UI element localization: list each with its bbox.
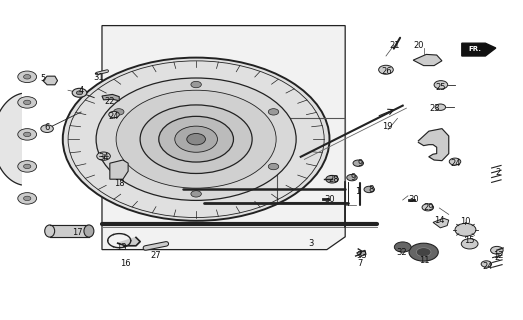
Polygon shape [418, 129, 449, 161]
Circle shape [326, 175, 338, 183]
Text: 21: 21 [390, 41, 400, 50]
Text: 7: 7 [357, 259, 362, 268]
Text: 9: 9 [350, 173, 356, 182]
Text: 6: 6 [44, 124, 50, 132]
Text: 27: 27 [151, 251, 161, 260]
Circle shape [187, 133, 206, 145]
Polygon shape [102, 26, 345, 250]
Text: 32: 32 [396, 248, 407, 257]
Circle shape [18, 129, 37, 140]
Circle shape [268, 109, 279, 115]
Text: 5: 5 [41, 74, 46, 83]
Circle shape [18, 97, 37, 108]
Ellipse shape [45, 225, 55, 237]
Text: 15: 15 [464, 236, 475, 245]
Text: 11: 11 [419, 256, 430, 265]
Circle shape [491, 246, 503, 254]
Text: 4: 4 [78, 86, 84, 95]
Circle shape [379, 65, 393, 74]
Text: 24: 24 [451, 159, 461, 168]
Circle shape [140, 105, 252, 173]
Text: 18: 18 [114, 179, 124, 188]
Circle shape [455, 223, 476, 236]
Circle shape [481, 261, 492, 267]
Circle shape [191, 191, 201, 197]
Polygon shape [433, 218, 449, 228]
Circle shape [97, 152, 110, 160]
Text: 12: 12 [493, 252, 503, 260]
Circle shape [268, 163, 279, 170]
Text: 30: 30 [324, 195, 335, 204]
Text: 22: 22 [105, 97, 115, 106]
Circle shape [24, 75, 31, 79]
Polygon shape [462, 43, 496, 56]
Circle shape [63, 58, 329, 221]
Circle shape [41, 125, 53, 132]
Circle shape [353, 160, 363, 166]
Circle shape [109, 111, 119, 118]
Circle shape [113, 163, 124, 170]
Circle shape [116, 90, 276, 188]
Polygon shape [357, 250, 366, 257]
Text: 34: 34 [98, 153, 109, 162]
Text: 1: 1 [355, 188, 360, 196]
Circle shape [24, 132, 31, 137]
Circle shape [113, 109, 124, 115]
Polygon shape [413, 54, 442, 66]
Circle shape [76, 91, 83, 95]
Polygon shape [102, 94, 119, 101]
Text: 30: 30 [408, 196, 418, 204]
Text: 26: 26 [382, 67, 392, 76]
Text: 29: 29 [424, 203, 434, 212]
Ellipse shape [84, 225, 94, 237]
Polygon shape [110, 160, 128, 179]
Text: 24: 24 [482, 262, 493, 271]
Circle shape [416, 248, 431, 257]
Circle shape [175, 126, 218, 152]
Text: 23: 23 [430, 104, 440, 113]
Circle shape [461, 239, 478, 249]
Circle shape [24, 100, 31, 105]
Circle shape [72, 88, 87, 97]
Polygon shape [118, 237, 140, 246]
Circle shape [24, 164, 31, 169]
Text: 24: 24 [109, 112, 119, 121]
Polygon shape [43, 76, 58, 85]
Circle shape [191, 81, 201, 88]
Text: FR.: FR. [469, 46, 482, 52]
Polygon shape [0, 93, 21, 185]
Circle shape [18, 193, 37, 204]
Text: 10: 10 [460, 217, 471, 226]
Text: 25: 25 [436, 83, 446, 92]
Text: 16: 16 [120, 259, 131, 268]
Text: 13: 13 [116, 243, 127, 252]
Circle shape [347, 174, 357, 181]
Text: 20: 20 [413, 41, 424, 50]
Polygon shape [50, 225, 89, 237]
Circle shape [422, 204, 434, 211]
Circle shape [435, 104, 446, 110]
Bar [277, 118, 345, 202]
Circle shape [18, 71, 37, 83]
Text: 17: 17 [72, 228, 83, 237]
Text: 2: 2 [494, 253, 499, 262]
Circle shape [96, 78, 296, 200]
Text: 33: 33 [357, 251, 367, 260]
Circle shape [434, 81, 448, 89]
Text: 2: 2 [495, 168, 501, 177]
Text: 19: 19 [382, 122, 392, 131]
Circle shape [449, 158, 461, 165]
Text: 28: 28 [328, 175, 339, 184]
Circle shape [364, 186, 374, 193]
Text: 31: 31 [93, 73, 104, 82]
Circle shape [409, 243, 438, 261]
Text: 8: 8 [369, 185, 374, 194]
Text: 9: 9 [357, 159, 362, 168]
Text: 14: 14 [434, 216, 445, 225]
Text: 3: 3 [309, 239, 314, 248]
Circle shape [394, 242, 411, 252]
Circle shape [18, 161, 37, 172]
Circle shape [159, 116, 233, 162]
Circle shape [24, 196, 31, 201]
